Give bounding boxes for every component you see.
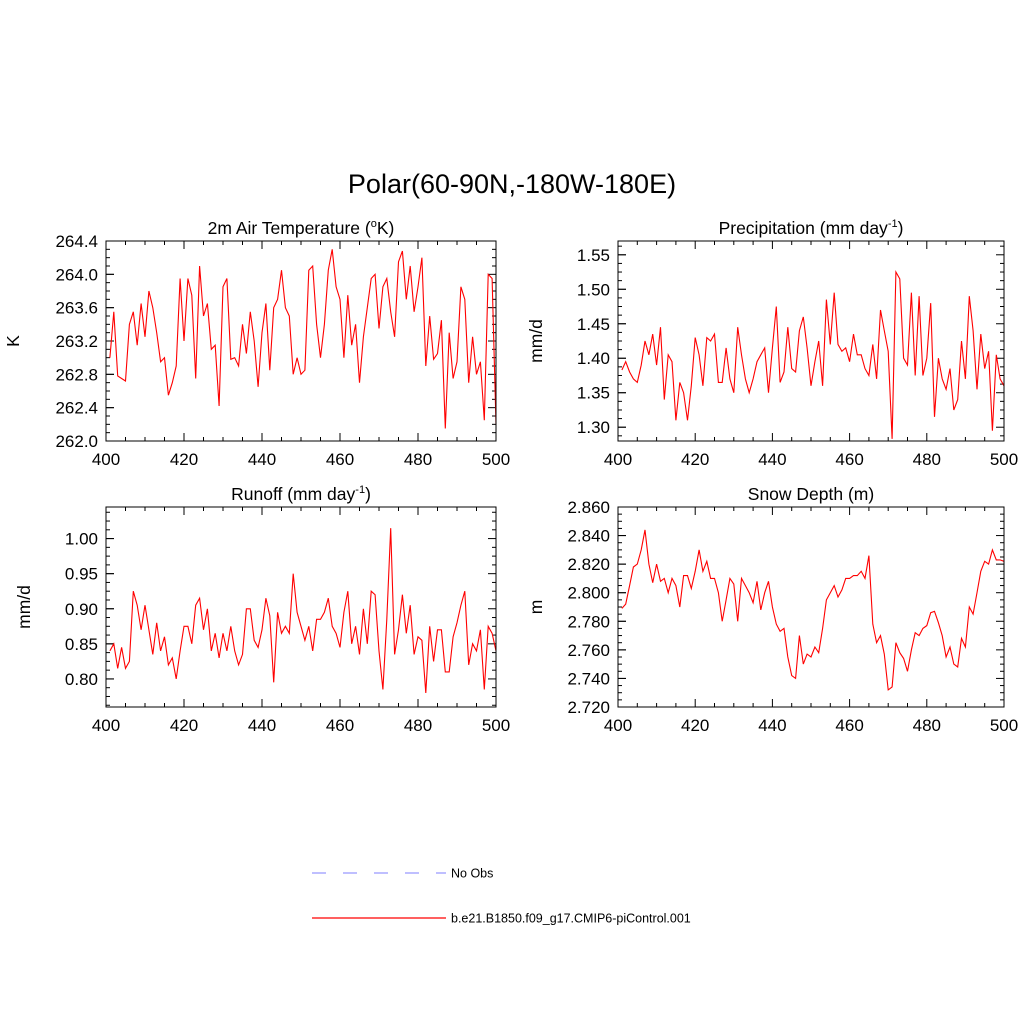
panel-temperature-frame: [105, 240, 497, 442]
x-tick-label: 480: [404, 716, 432, 735]
y-tick-label: 0.90: [65, 600, 98, 619]
panel-temperature-ylabel: K: [3, 335, 23, 347]
x-tick-label: 440: [248, 716, 276, 735]
x-tick-label: 420: [681, 450, 709, 469]
series-line: [109, 528, 497, 694]
y-tick-label: 2.720: [567, 698, 610, 717]
x-tick-label: 460: [835, 450, 863, 469]
x-tick-label: 420: [170, 716, 198, 735]
x-tick-label: 500: [482, 450, 510, 469]
panel-temperature: 2m Air Temperature (oK) K 400 420 440 460 48…: [3, 218, 510, 469]
y-tick-label: 2.800: [567, 584, 610, 603]
x-tick-label: 480: [913, 716, 941, 735]
x-tick-label: 400: [604, 450, 632, 469]
x-tick-label: 500: [990, 716, 1018, 735]
panel-snow-depth-frame: [617, 506, 1005, 708]
x-tick-label: 500: [990, 450, 1018, 469]
y-tick-label: 1.50: [577, 280, 610, 299]
x-tick-label: 420: [681, 716, 709, 735]
x-tick-label: 500: [482, 716, 510, 735]
x-tick-label: 460: [326, 450, 354, 469]
x-tick-label: 400: [92, 716, 120, 735]
y-tick-label: 262.0: [55, 432, 98, 451]
x-tick-label: 420: [170, 450, 198, 469]
y-tick-label: 264.0: [55, 265, 98, 284]
x-tick-label: 440: [248, 450, 276, 469]
panel-runoff-ylabel: mm/d: [14, 585, 34, 629]
panel-precipitation-frame: [617, 240, 1005, 442]
panel-runoff-title: Runoff (mm day-1): [231, 484, 371, 504]
y-tick-label: 263.2: [55, 332, 98, 351]
y-tick-label: 262.4: [55, 399, 98, 418]
y-tick-label: 1.40: [577, 349, 610, 368]
panel-precipitation: Precipitation (mm day-1) mm/d 400 420 440 4…: [526, 218, 1018, 469]
y-tick-label: 2.780: [567, 612, 610, 631]
y-tick-label: 1.35: [577, 384, 610, 403]
y-tick-label: 0.80: [65, 670, 98, 689]
y-tick-label: 2.740: [567, 669, 610, 688]
x-tick-label: 480: [404, 450, 432, 469]
x-tick-label: 480: [913, 450, 941, 469]
y-tick-label: 2.820: [567, 555, 610, 574]
x-tick-label: 460: [326, 716, 354, 735]
y-tick-label: 1.00: [65, 530, 98, 549]
panel-runoff-frame: [105, 506, 497, 708]
y-tick-label: 1.45: [577, 315, 610, 334]
series-line: [621, 529, 1005, 691]
y-tick-label: 2.860: [567, 498, 610, 517]
x-tick-label: 400: [92, 450, 120, 469]
panel-runoff: Runoff (mm day-1) mm/d 400 420 440 460 480 50…: [14, 484, 510, 735]
x-tick-label: 440: [758, 716, 786, 735]
x-tick-label: 460: [835, 716, 863, 735]
y-tick-label: 2.840: [567, 527, 610, 546]
series-line: [109, 249, 497, 429]
y-tick-label: 1.30: [577, 418, 610, 437]
y-tick-label: 263.6: [55, 299, 98, 318]
figure-title: Polar(60-90N,-180W-180E): [348, 169, 676, 199]
panel-snow-depth: Snow Depth (m) m 400 420 440 460 480 500 2.720…: [526, 484, 1018, 735]
y-tick-label: 262.8: [55, 365, 98, 384]
panel-temperature-title: 2m Air Temperature (oK): [208, 218, 395, 238]
x-tick-label: 440: [758, 450, 786, 469]
panel-precipitation-title: Precipitation (mm day-1): [719, 218, 904, 238]
y-tick-label: 264.4: [55, 232, 98, 251]
legend-obs-label: No Obs: [451, 867, 493, 881]
panel-precipitation-ylabel: mm/d: [526, 319, 546, 363]
series-line: [621, 269, 1005, 439]
panel-snow-depth-ylabel: m: [526, 600, 546, 615]
legend-model-label: b.e21.B1850.f09_g17.CMIP6-piControl.001: [451, 912, 691, 926]
y-tick-label: 2.760: [567, 641, 610, 660]
panel-snow-depth-title: Snow Depth (m): [748, 484, 874, 504]
y-tick-label: 0.85: [65, 635, 98, 654]
y-tick-label: 1.55: [577, 246, 610, 265]
legend: No Obs b.e21.B1850.f09_g17.CMIP6-piContr…: [312, 867, 691, 926]
x-tick-label: 400: [604, 716, 632, 735]
y-tick-label: 0.95: [65, 565, 98, 584]
